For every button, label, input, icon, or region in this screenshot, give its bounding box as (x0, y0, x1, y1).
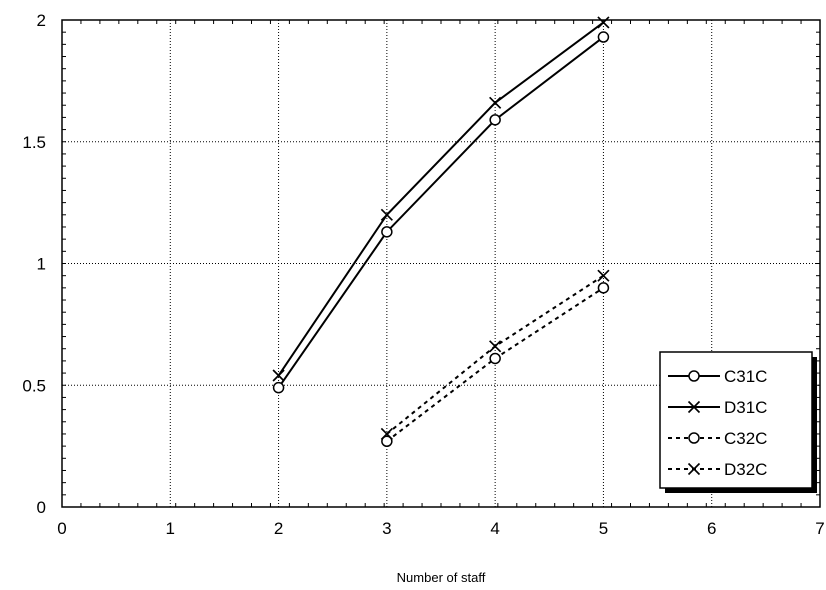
legend-marker (687, 462, 701, 476)
x-tick-label: 4 (490, 519, 499, 538)
data-point (272, 369, 285, 382)
x-tick-label: 2 (274, 519, 283, 538)
data-point (489, 340, 502, 353)
data-point (597, 31, 610, 43)
y-tick-label: 1.5 (22, 133, 46, 152)
data-point (489, 114, 501, 126)
series-C32C (381, 282, 610, 448)
series-C31C (272, 31, 610, 394)
legend-item: D31C (668, 398, 767, 417)
legend-label: C32C (724, 429, 767, 448)
legend-label: C31C (724, 367, 767, 386)
legend-marker (688, 370, 700, 382)
y-tick-label: 0 (37, 498, 46, 517)
series-layer (272, 16, 610, 448)
data-point (381, 435, 393, 448)
series-line (277, 21, 605, 377)
legend-item: D32C (668, 460, 767, 479)
legend-item: C32C (668, 429, 767, 448)
data-point (380, 208, 393, 221)
legend-label: D32C (724, 460, 767, 479)
data-point (489, 96, 502, 109)
legend-box (659, 351, 813, 489)
data-point (489, 352, 501, 365)
data-point (272, 381, 285, 394)
x-tick-label: 3 (382, 519, 391, 538)
tick-labels: 0 1 2 3 4 5 6 7 0 0.5 1 1.5 2 (22, 11, 824, 538)
x-axis-title: Number of staff (397, 570, 486, 585)
y-tick-label: 0.5 (22, 376, 46, 395)
data-point (380, 427, 393, 441)
legend-marker (687, 400, 701, 414)
data-point (381, 226, 393, 238)
legend-label: D31C (724, 398, 767, 417)
x-tick-label: 5 (599, 519, 608, 538)
legend: C31C D31C C32C D32C (659, 351, 817, 493)
y-tick-label: 1 (37, 255, 46, 274)
series-line (277, 36, 605, 389)
data-point (597, 282, 610, 294)
x-tick-label: 7 (815, 519, 824, 538)
legend-marker (688, 432, 700, 444)
data-point (597, 269, 610, 282)
x-tick-label: 1 (166, 519, 175, 538)
plot-frame (61, 19, 821, 508)
x-tick-label: 0 (57, 519, 66, 538)
series-D31C (272, 16, 610, 382)
data-point (597, 16, 610, 29)
series-D32C (380, 269, 610, 441)
x-tick-label: 6 (707, 519, 716, 538)
series-line (386, 287, 604, 443)
legend-item: C31C (668, 367, 767, 386)
y-tick-label: 2 (37, 11, 46, 30)
